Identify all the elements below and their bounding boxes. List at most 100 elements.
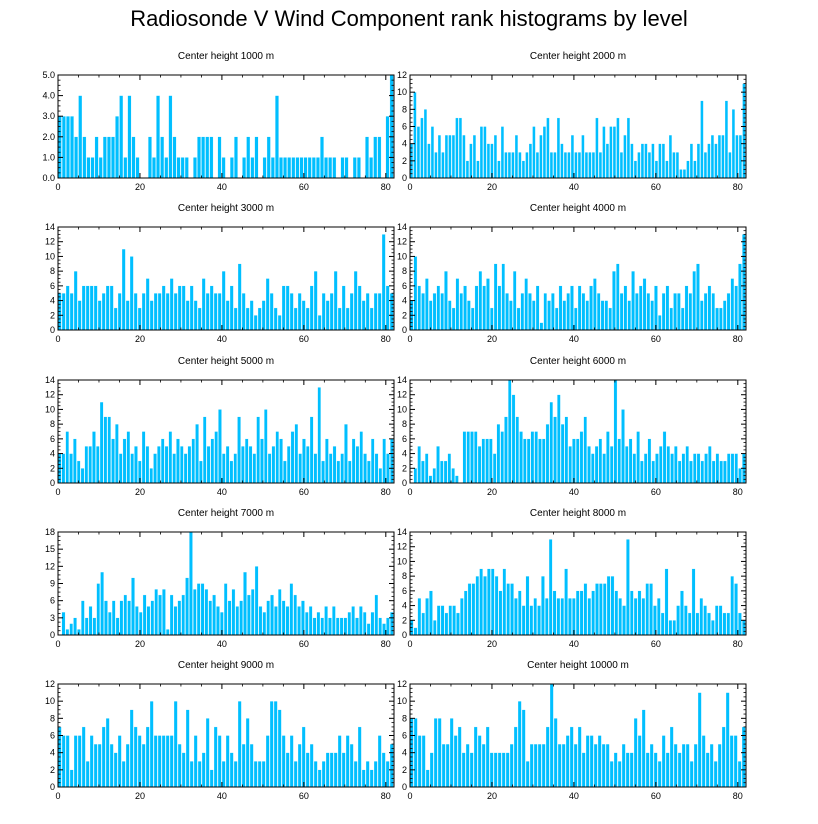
bar: [651, 460, 655, 484]
ytick-label: 4: [402, 449, 407, 459]
bar: [81, 285, 86, 331]
bar: [466, 431, 470, 484]
bar: [313, 761, 318, 788]
xtick-label: 20: [135, 182, 145, 192]
bar: [489, 438, 493, 484]
xtick-label: 80: [381, 487, 391, 497]
bar: [413, 627, 418, 636]
bar: [122, 438, 127, 484]
bar: [668, 134, 673, 179]
bar: [345, 307, 350, 331]
bar: [101, 726, 106, 788]
xtick-label: 60: [299, 182, 309, 192]
ytick-label: 5.0: [42, 70, 55, 80]
ytick-label: 2: [402, 156, 407, 166]
bar: [593, 743, 598, 788]
xtick-label: 80: [381, 639, 391, 649]
bar: [180, 157, 185, 179]
bar: [223, 583, 228, 636]
bar: [359, 431, 364, 484]
bar: [539, 322, 544, 331]
bar: [104, 600, 108, 636]
bar: [623, 285, 628, 331]
bar: [286, 446, 291, 484]
bar: [88, 606, 93, 636]
bar: [625, 752, 630, 788]
bar: [357, 726, 362, 788]
bar: [533, 743, 538, 788]
bar: [433, 718, 438, 788]
bar: [665, 160, 669, 179]
bar: [651, 143, 655, 179]
bar: [76, 460, 81, 484]
bar: [567, 152, 571, 179]
bar: [270, 594, 274, 636]
bar: [353, 761, 358, 788]
bar: [69, 293, 74, 331]
bar: [604, 300, 609, 331]
bar: [596, 293, 601, 331]
ytick-label: 10: [397, 251, 407, 261]
bar: [504, 152, 508, 179]
bar: [548, 539, 553, 636]
xtick-label: 0: [55, 334, 60, 344]
xtick-label: 40: [569, 334, 579, 344]
bar: [530, 431, 535, 484]
bar: [289, 735, 294, 788]
bar: [265, 278, 270, 331]
bar: [714, 605, 719, 636]
bar: [638, 285, 643, 331]
bar: [344, 157, 349, 179]
bar: [451, 468, 455, 484]
bar: [475, 575, 480, 636]
ytick-label: 8: [50, 419, 55, 429]
bar: [89, 285, 94, 331]
bar: [353, 270, 358, 331]
bar: [566, 293, 570, 331]
bar: [369, 157, 374, 179]
bar: [317, 387, 322, 484]
bar: [105, 285, 110, 331]
bar: [570, 134, 575, 179]
bar: [131, 136, 136, 179]
bar: [691, 568, 696, 636]
bar: [621, 409, 625, 484]
bar: [537, 605, 541, 636]
ytick-label: 6: [402, 122, 407, 132]
bar: [337, 307, 342, 331]
bar: [455, 278, 460, 331]
bar: [535, 152, 540, 179]
bar: [297, 743, 302, 788]
bar: [514, 598, 518, 636]
bar: [428, 300, 433, 331]
bar: [525, 575, 530, 636]
panel-2: 0 2 4 6 8 10 12 0 20 40 60 80 Center height 2000 m: [397, 51, 747, 192]
xtick-label: 0: [407, 791, 412, 801]
xtick-label: 80: [733, 334, 743, 344]
bar: [339, 617, 344, 636]
panel-title: Center height 4000 m: [530, 203, 626, 214]
bar: [647, 152, 652, 179]
bar: [336, 460, 341, 484]
xtick-label: 20: [135, 487, 145, 497]
bar: [340, 157, 345, 179]
bar: [448, 300, 452, 331]
bar: [237, 263, 242, 331]
bar: [514, 134, 519, 179]
bar: [677, 752, 682, 788]
ytick-label: 12: [45, 390, 55, 400]
bar: [608, 307, 612, 331]
bar: [172, 453, 176, 484]
bar: [623, 134, 627, 179]
bar: [242, 157, 247, 179]
bar: [553, 416, 557, 484]
bar: [386, 617, 390, 636]
ytick-label: 6: [402, 586, 407, 596]
bar: [579, 590, 584, 636]
bar: [440, 460, 444, 484]
bar: [73, 270, 78, 331]
bar: [692, 270, 696, 331]
bar: [699, 598, 704, 636]
bar: [345, 735, 350, 788]
bar: [605, 143, 610, 179]
